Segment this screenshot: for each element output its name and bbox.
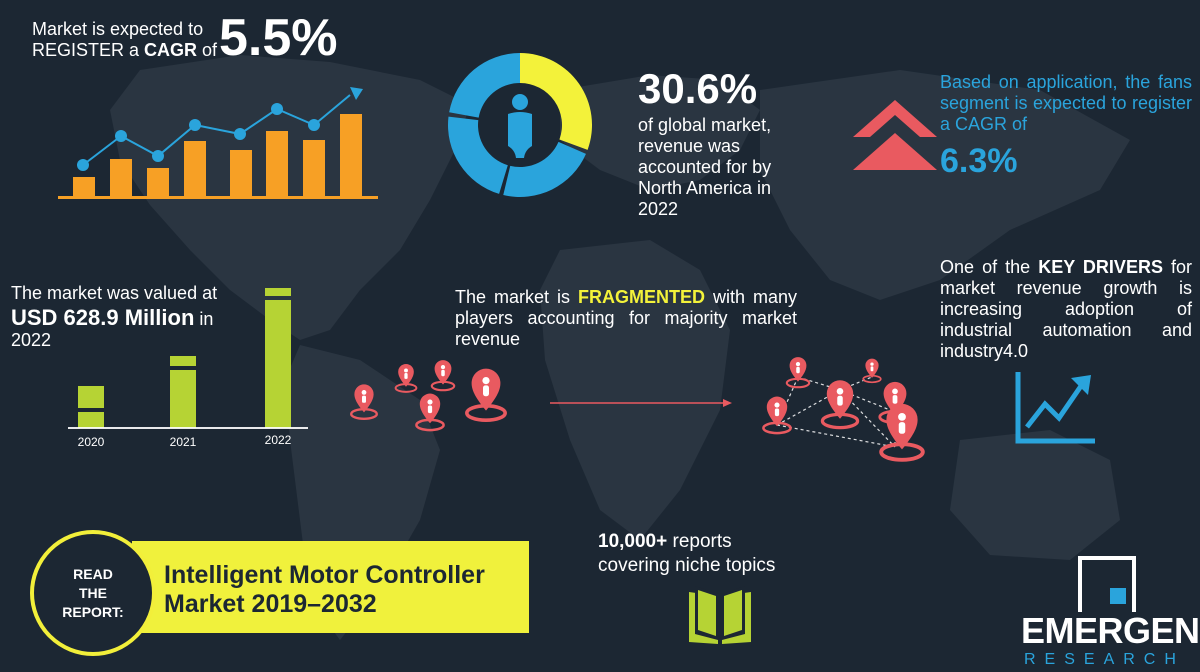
valuation-line2: USD 628.9 Million in bbox=[11, 307, 251, 330]
market-pins-diagram bbox=[350, 356, 925, 462]
bar-2022-top bbox=[265, 288, 291, 296]
reports-line2: covering niche topics bbox=[598, 555, 776, 576]
open-book-icon bbox=[689, 586, 751, 644]
bar-2021-bottom bbox=[170, 370, 196, 428]
drivers-suffix: for market revenue growth is increasing … bbox=[940, 257, 1193, 361]
bar-2020-bottom bbox=[78, 412, 104, 428]
read-line3: REPORT: bbox=[62, 603, 124, 620]
report-title: Intelligent Motor Controller Market 2019… bbox=[164, 561, 485, 619]
read-the-report-badge[interactable]: READ THE REPORT: bbox=[30, 530, 156, 656]
bar-2022-bottom bbox=[265, 300, 291, 428]
person-icon bbox=[508, 94, 532, 158]
valuation-amount: USD 628.9 Million bbox=[11, 305, 195, 330]
read-line2: THE bbox=[79, 584, 107, 601]
trend-chart-icon bbox=[1015, 372, 1095, 444]
share-line2: revenue was bbox=[638, 136, 741, 156]
application-text: Based on application, the fans segment i… bbox=[940, 72, 1192, 134]
cagr-value: 5.5% bbox=[219, 9, 338, 67]
valuation-year: 2022 bbox=[11, 330, 52, 350]
brand-sub: RESEARCH bbox=[1024, 651, 1185, 668]
fragmented-prefix: The market is bbox=[455, 287, 578, 307]
bar-label-2022: 2022 bbox=[265, 433, 292, 447]
location-pin-icon bbox=[762, 356, 925, 462]
cagr-line1: Market is expected to bbox=[32, 19, 204, 39]
share-line5: 2022 bbox=[638, 199, 679, 219]
reports-text: 10,000+ reports covering niche topics bbox=[598, 530, 775, 578]
valuation-line1: The market was valued at bbox=[11, 283, 218, 303]
application-value: 6.3% bbox=[940, 142, 1018, 180]
reports-count: 10,000+ bbox=[598, 531, 668, 552]
cagr-text: Market is expected to REGISTER a CAGR of bbox=[32, 19, 217, 61]
donut-segment-north-america bbox=[520, 53, 592, 150]
share-line4: North America in bbox=[638, 178, 772, 198]
emergen-logo-icon bbox=[1078, 556, 1136, 612]
growth-bar-chart-icon bbox=[58, 87, 378, 199]
fragmented-text: The market is FRAGMENTED with many playe… bbox=[455, 287, 797, 350]
bar-label-2021: 2021 bbox=[170, 435, 197, 449]
share-line3: accounted for by bbox=[638, 157, 772, 177]
report-title-line2: Market 2019–2032 bbox=[164, 590, 377, 618]
donut-segment-other-1 bbox=[503, 141, 586, 197]
share-line1: of global market, bbox=[638, 115, 772, 135]
cagr-bold: CAGR bbox=[144, 40, 198, 60]
report-title-bar[interactable]: Intelligent Motor Controller Market 2019… bbox=[132, 541, 529, 633]
bar-2020-top bbox=[78, 386, 104, 408]
report-title-line1: Intelligent Motor Controller bbox=[164, 561, 485, 589]
drivers-bold: KEY DRIVERS bbox=[1038, 257, 1163, 277]
share-text: of global market, revenue was accounted … bbox=[638, 115, 771, 220]
location-pin-icon bbox=[350, 359, 508, 432]
share-value: 30.6% bbox=[638, 65, 758, 112]
donut-segment-other-3 bbox=[449, 53, 520, 118]
double-chevron-up-icon bbox=[853, 100, 937, 170]
valuation-in: in bbox=[194, 309, 214, 329]
cagr-line2: REGISTER a CAGR of bbox=[32, 40, 217, 61]
valuation-bar-chart: 2020 2021 2022 bbox=[68, 288, 308, 449]
brand-name: EMERGEN bbox=[1021, 610, 1200, 651]
share-donut-chart bbox=[448, 53, 592, 197]
fragmented-highlight: FRAGMENTED bbox=[578, 287, 705, 307]
drivers-prefix: One of the bbox=[940, 257, 1039, 277]
fragmented-suffix: with many players accounting for majorit… bbox=[455, 287, 798, 349]
drivers-text: One of the KEY DRIVERS for market revenu… bbox=[940, 257, 1192, 362]
reports-line1-suffix: reports bbox=[667, 531, 732, 552]
bar-label-2020: 2020 bbox=[78, 435, 105, 449]
valuation-text: The market was valued at USD 628.9 Milli… bbox=[11, 283, 251, 351]
donut-segment-other-2 bbox=[448, 116, 508, 194]
read-line1: READ bbox=[73, 565, 113, 582]
cagr-prefix: REGISTER a bbox=[32, 40, 145, 60]
cagr-suffix: of bbox=[197, 40, 218, 60]
bar-2021-top bbox=[170, 356, 196, 366]
reports-line1: 10,000+ reports bbox=[598, 530, 775, 554]
